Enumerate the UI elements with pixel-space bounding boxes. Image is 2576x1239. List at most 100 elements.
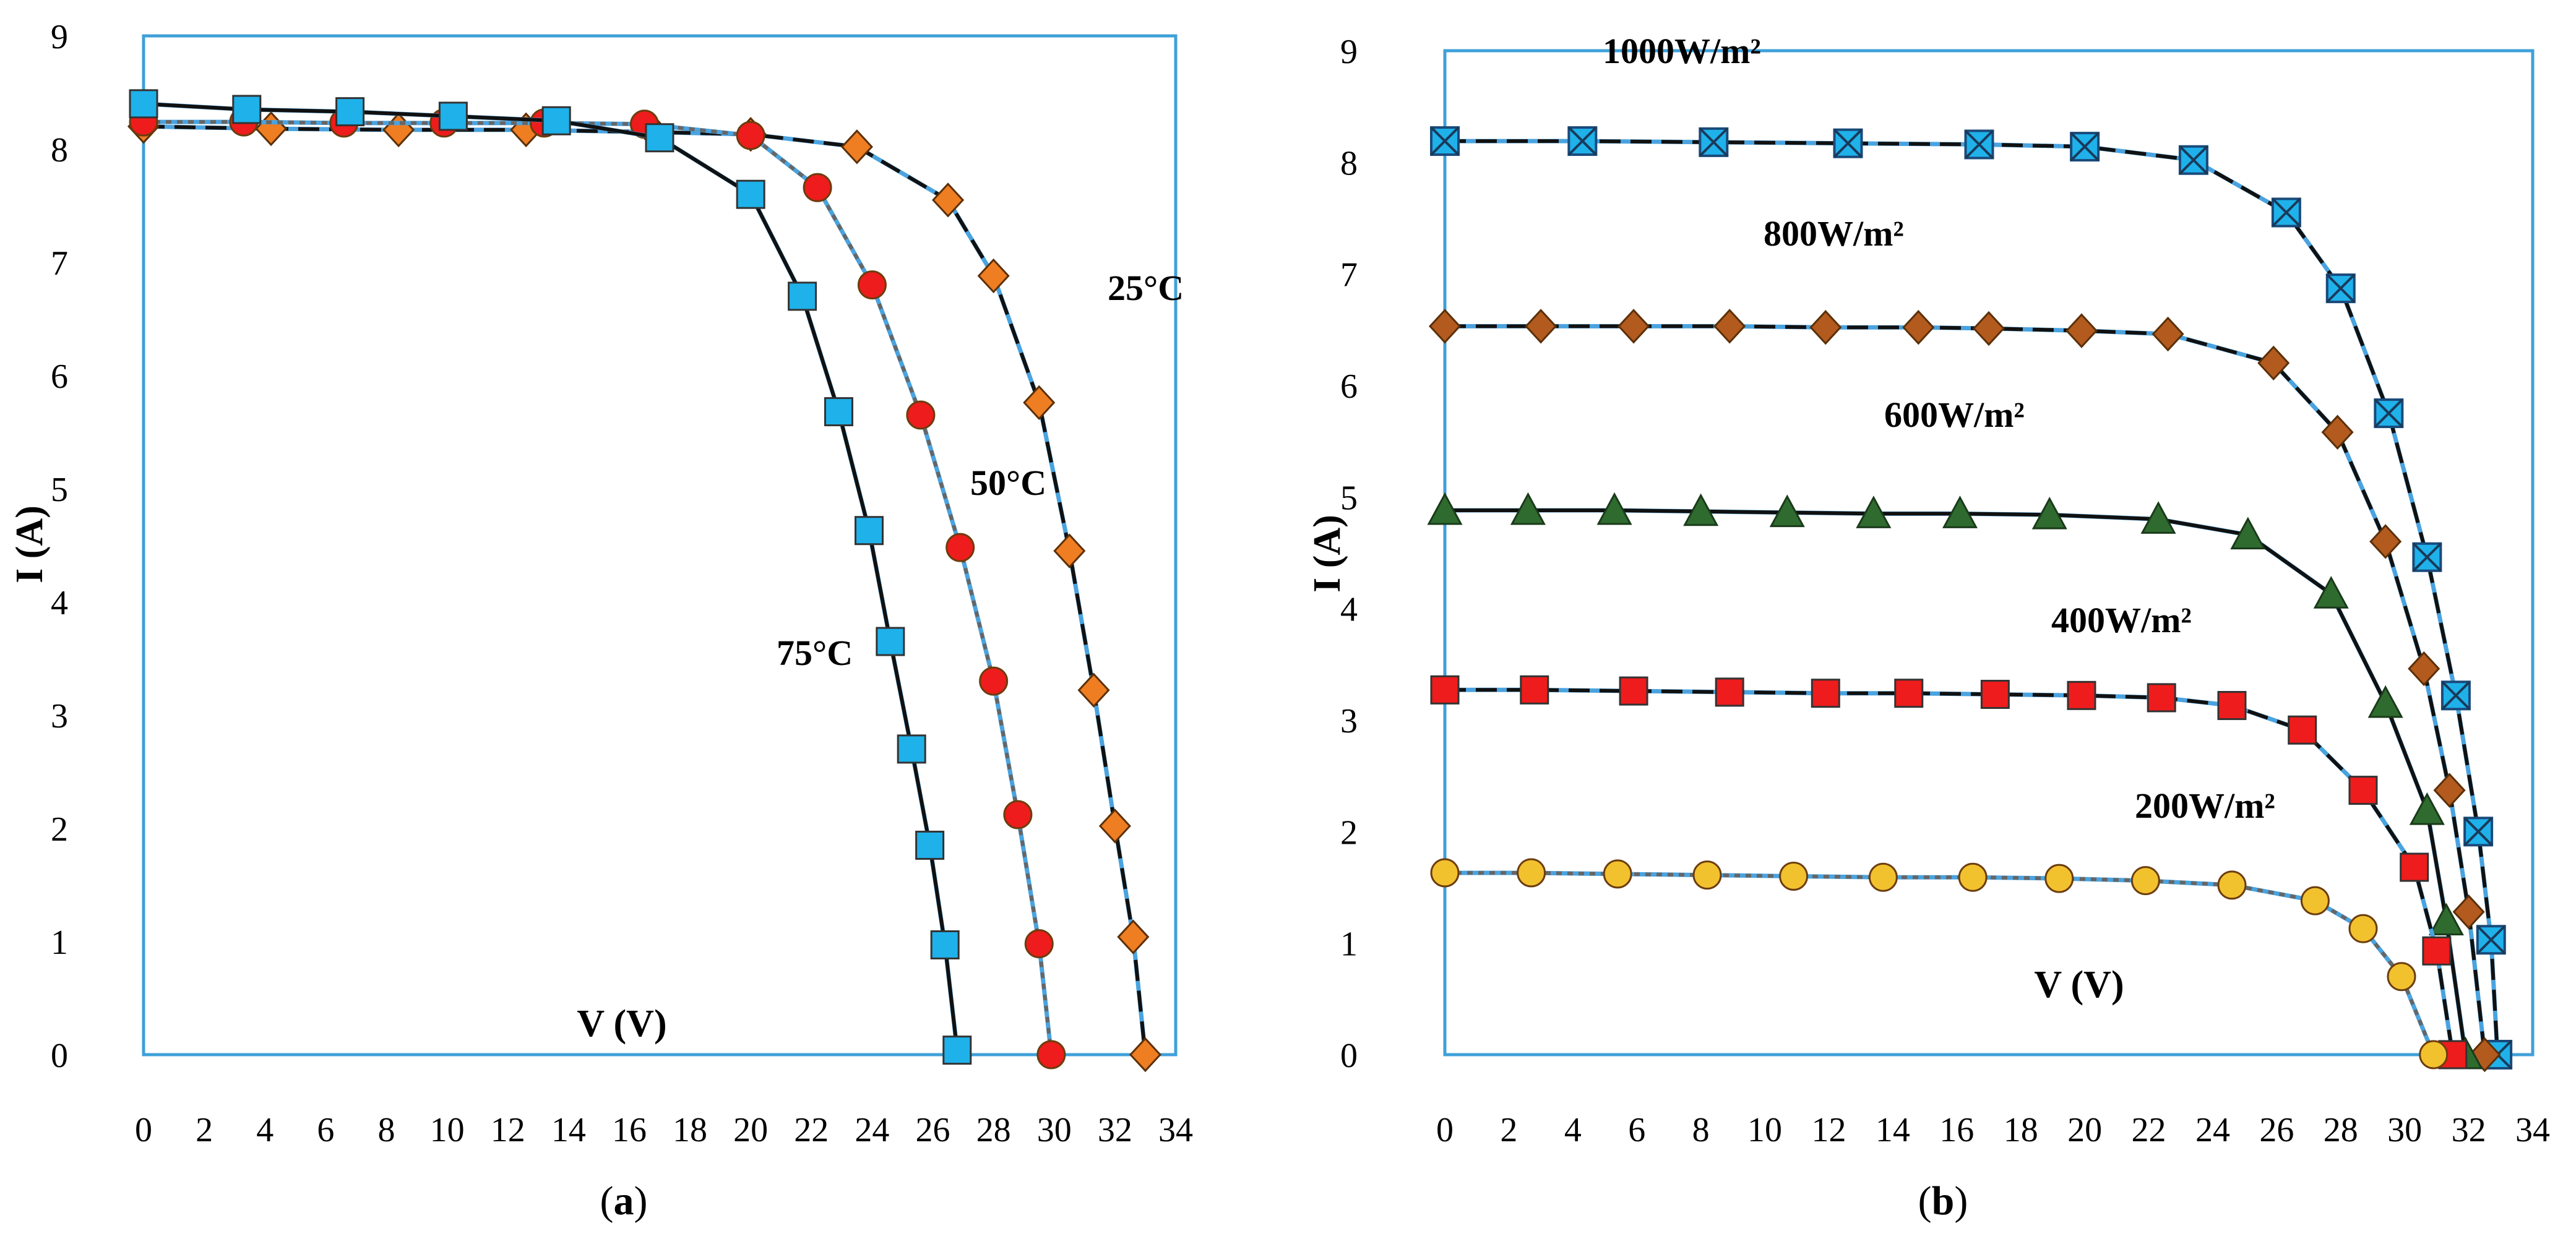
data-point xyxy=(232,95,262,124)
series-1000w-m2 xyxy=(1430,126,2513,1070)
data-point xyxy=(2230,517,2266,550)
y-axis-label: I (A) xyxy=(9,505,51,583)
data-point xyxy=(857,270,887,300)
x-tick-label: 30 xyxy=(2387,1111,2422,1149)
data-point xyxy=(788,281,817,311)
x-tick-label: 32 xyxy=(2452,1111,2486,1149)
series-line-model xyxy=(144,119,1054,1055)
data-point xyxy=(2031,497,2067,529)
data-point xyxy=(2348,914,2378,943)
data-point xyxy=(840,129,873,165)
series-line-measured xyxy=(1445,324,2487,1055)
x-tick-label: 26 xyxy=(2259,1111,2294,1149)
y-tick-label: 3 xyxy=(1340,702,1358,740)
data-point xyxy=(1567,126,1598,156)
data-point xyxy=(2313,576,2349,609)
series-line-model xyxy=(1445,508,2468,1055)
data-point xyxy=(2412,542,2442,572)
data-point xyxy=(2271,197,2301,228)
series-800w-m2 xyxy=(1428,309,2501,1073)
x-tick-label: 22 xyxy=(794,1111,829,1149)
data-point xyxy=(1972,311,2005,346)
y-tick-label: 5 xyxy=(1340,479,1358,517)
panel-letter: a xyxy=(614,1178,634,1224)
data-point xyxy=(1427,492,1463,525)
data-point xyxy=(335,97,365,127)
data-point xyxy=(1510,492,1546,525)
x-tick-label: 14 xyxy=(1876,1111,1910,1149)
data-point xyxy=(2065,313,2098,348)
data-point xyxy=(2321,414,2354,450)
y-tick-label: 5 xyxy=(51,471,68,509)
x-tick-label: 34 xyxy=(1158,1111,1193,1149)
data-point xyxy=(1942,495,1978,528)
y-tick-label: 9 xyxy=(51,18,68,56)
data-point xyxy=(2419,1040,2449,1070)
data-point xyxy=(1683,493,1719,526)
data-point xyxy=(1894,679,1924,708)
y-tick-label: 1 xyxy=(1340,925,1358,964)
data-point xyxy=(1699,127,1729,157)
plot-area-frame-a xyxy=(142,34,1178,1057)
data-point xyxy=(1603,859,1632,889)
curve-annotation-200w-m2: 200W/m² xyxy=(2135,786,2275,826)
x-tick-label: 18 xyxy=(673,1111,707,1149)
data-point xyxy=(1964,129,1994,160)
data-point xyxy=(1428,309,1462,344)
y-tick-label: 8 xyxy=(1340,144,1358,182)
panel-label-a: (a) xyxy=(600,1178,648,1224)
data-point xyxy=(645,123,674,153)
data-point xyxy=(1430,126,1460,156)
y-tick-label: 9 xyxy=(1340,33,1358,71)
x-axis-label: V (V) xyxy=(577,1003,666,1045)
y-tick-label: 4 xyxy=(1340,591,1358,629)
data-point xyxy=(2257,345,2290,381)
data-point xyxy=(2476,925,2506,955)
series-line-measured xyxy=(144,120,1053,1055)
data-point xyxy=(1692,860,1722,890)
data-point xyxy=(2147,683,2176,713)
data-point xyxy=(2178,145,2208,175)
data-point xyxy=(2130,866,2160,896)
data-point xyxy=(1129,1037,1161,1073)
data-point xyxy=(1430,858,1460,888)
x-tick-label: 20 xyxy=(733,1111,768,1149)
data-point xyxy=(1117,919,1150,954)
data-point xyxy=(541,106,571,135)
x-axis-label: V (V) xyxy=(2034,964,2124,1006)
data-point xyxy=(1980,680,2010,710)
y-tick-label: 7 xyxy=(1340,256,1358,294)
data-point xyxy=(2369,524,2402,559)
data-point xyxy=(1809,310,1842,345)
x-tick-label: 26 xyxy=(916,1111,950,1149)
x-tick-label: 18 xyxy=(2004,1111,2038,1149)
x-tick-label: 8 xyxy=(377,1111,395,1149)
data-point xyxy=(2367,685,2403,718)
x-tick-label: 0 xyxy=(1436,1111,1454,1149)
y-tick-label: 6 xyxy=(51,358,68,396)
curve-annotation-75c: 75°C xyxy=(777,633,853,673)
curve-annotation-400w-m2: 400W/m² xyxy=(2051,600,2192,640)
data-point xyxy=(1517,858,1546,888)
data-point xyxy=(977,258,1010,294)
x-tick-label: 6 xyxy=(317,1111,334,1149)
y-tick-label: 8 xyxy=(51,131,68,169)
y-tick-label: 2 xyxy=(1340,813,1358,852)
data-point xyxy=(855,516,884,546)
data-point xyxy=(2433,773,2466,808)
x-tick-label: 30 xyxy=(1037,1111,1072,1149)
y-tick-label: 3 xyxy=(51,697,68,735)
series-200w-m2 xyxy=(1430,858,2449,1070)
data-point xyxy=(2422,936,2452,966)
x-tick-label: 16 xyxy=(1939,1111,1974,1149)
data-point xyxy=(1003,800,1033,830)
x-tick-label: 14 xyxy=(551,1111,586,1149)
data-point xyxy=(1958,862,1988,892)
data-point xyxy=(2374,398,2404,429)
x-tick-label: 28 xyxy=(2324,1111,2358,1149)
data-point xyxy=(930,930,960,959)
x-tick-label: 4 xyxy=(256,1111,274,1149)
data-point xyxy=(876,627,905,656)
